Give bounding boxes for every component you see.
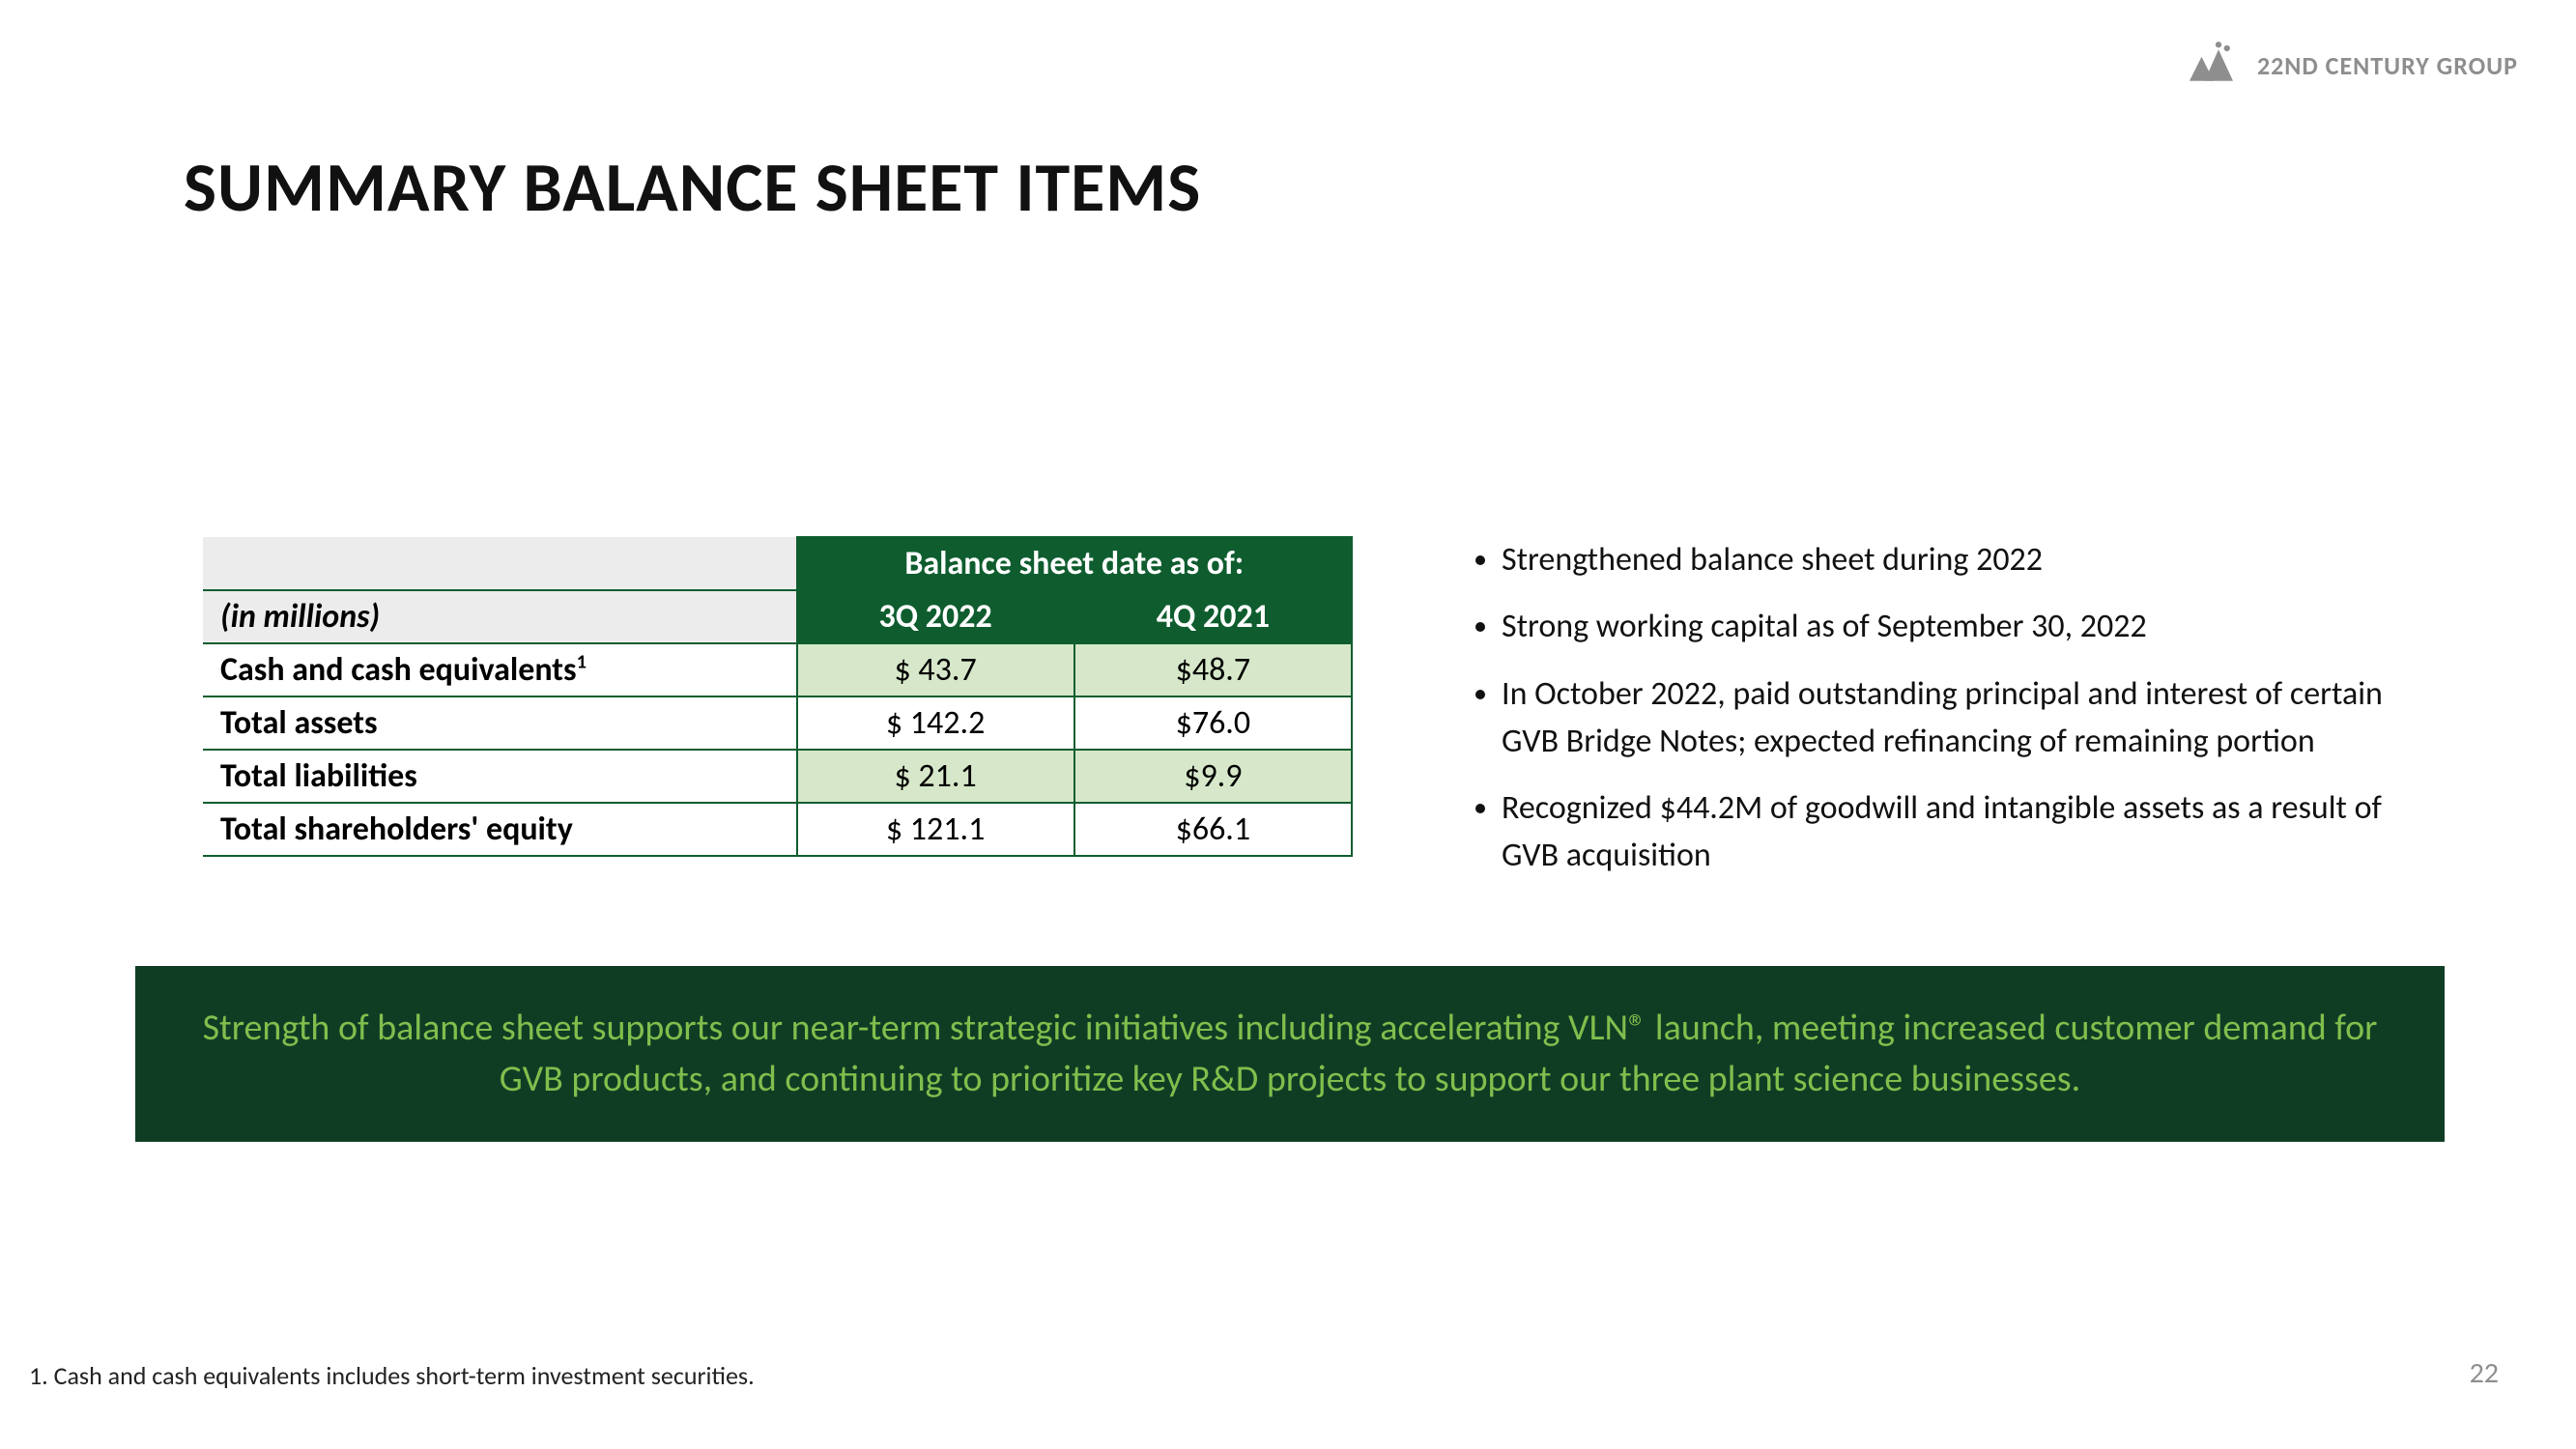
slide: 22ND CENTURY GROUP SUMMARY BALANCE SHEET…: [0, 0, 2576, 1449]
col-header-1: 4Q 2021: [1074, 590, 1352, 643]
page-title: SUMMARY BALANCE SHEET ITEMS: [184, 145, 1201, 230]
balance-sheet-table: Balance sheet date as of: (in millions) …: [203, 536, 1353, 857]
logo-text: 22ND CENTURY GROUP: [2257, 50, 2518, 81]
cell: $ 121.1: [797, 803, 1074, 856]
cell: $48.7: [1074, 643, 1352, 696]
list-item: Strengthened balance sheet during 2022: [1502, 536, 2387, 583]
header-blank: [203, 537, 797, 590]
table-super-header: Balance sheet date as of:: [797, 537, 1353, 590]
content-row: Balance sheet date as of: (in millions) …: [203, 536, 2387, 899]
list-item: In October 2022, paid outstanding princi…: [1502, 670, 2387, 766]
cell: $ 21.1: [797, 750, 1074, 803]
table-row: Total shareholders' equity $ 121.1 $66.1: [203, 803, 1352, 856]
table-row: Cash and cash equivalents1 $ 43.7 $48.7: [203, 643, 1352, 696]
row-label: Total assets: [203, 696, 797, 750]
col-header-0: 3Q 2022: [797, 590, 1074, 643]
footnote: 1. Cash and cash equivalents includes sh…: [29, 1360, 755, 1391]
cell: $66.1: [1074, 803, 1352, 856]
cell: $9.9: [1074, 750, 1352, 803]
cell: $ 43.7: [797, 643, 1074, 696]
row-label: Cash and cash equivalents1: [203, 643, 797, 696]
logo-icon: [2182, 39, 2246, 92]
table-header-row-2: (in millions) 3Q 2022 4Q 2021: [203, 590, 1352, 643]
unit-label: (in millions): [203, 590, 797, 643]
cell: $ 142.2: [797, 696, 1074, 750]
cell: $76.0: [1074, 696, 1352, 750]
bullet-list: Strengthened balance sheet during 2022 S…: [1459, 536, 2387, 899]
table-row: Total liabilities $ 21.1 $9.9: [203, 750, 1352, 803]
list-item: Recognized $44.2M of goodwill and intang…: [1502, 784, 2387, 880]
row-label: Total liabilities: [203, 750, 797, 803]
company-logo: 22ND CENTURY GROUP: [2182, 39, 2518, 92]
table-row: Total assets $ 142.2 $76.0: [203, 696, 1352, 750]
table-header-row-1: Balance sheet date as of:: [203, 537, 1352, 590]
page-number: 22: [2470, 1355, 2499, 1391]
row-label: Total shareholders' equity: [203, 803, 797, 856]
list-item: Strong working capital as of September 3…: [1502, 603, 2387, 650]
callout-banner: Strength of balance sheet supports our n…: [135, 966, 2445, 1142]
